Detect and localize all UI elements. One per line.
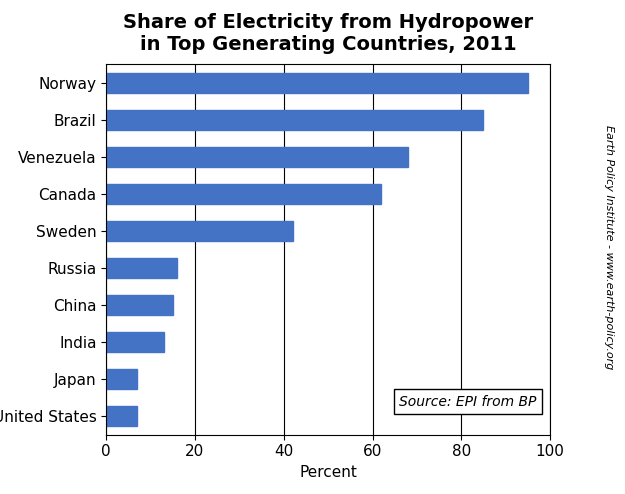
Bar [106,73,528,93]
Text: Earth Policy Institute - www.earth-policy.org: Earth Policy Institute - www.earth-polic… [604,125,614,369]
Bar [106,369,138,389]
Bar [106,258,178,278]
Text: Source: EPI from BP: Source: EPI from BP [399,395,537,409]
Bar [106,332,164,352]
Bar [106,184,381,204]
Bar [106,110,484,130]
Bar [106,147,408,167]
Bar [106,295,172,315]
Title: Share of Electricity from Hydropower
in Top Generating Countries, 2011: Share of Electricity from Hydropower in … [123,13,533,54]
Bar [106,221,293,241]
Bar [106,406,138,426]
X-axis label: Percent: Percent [299,465,357,480]
